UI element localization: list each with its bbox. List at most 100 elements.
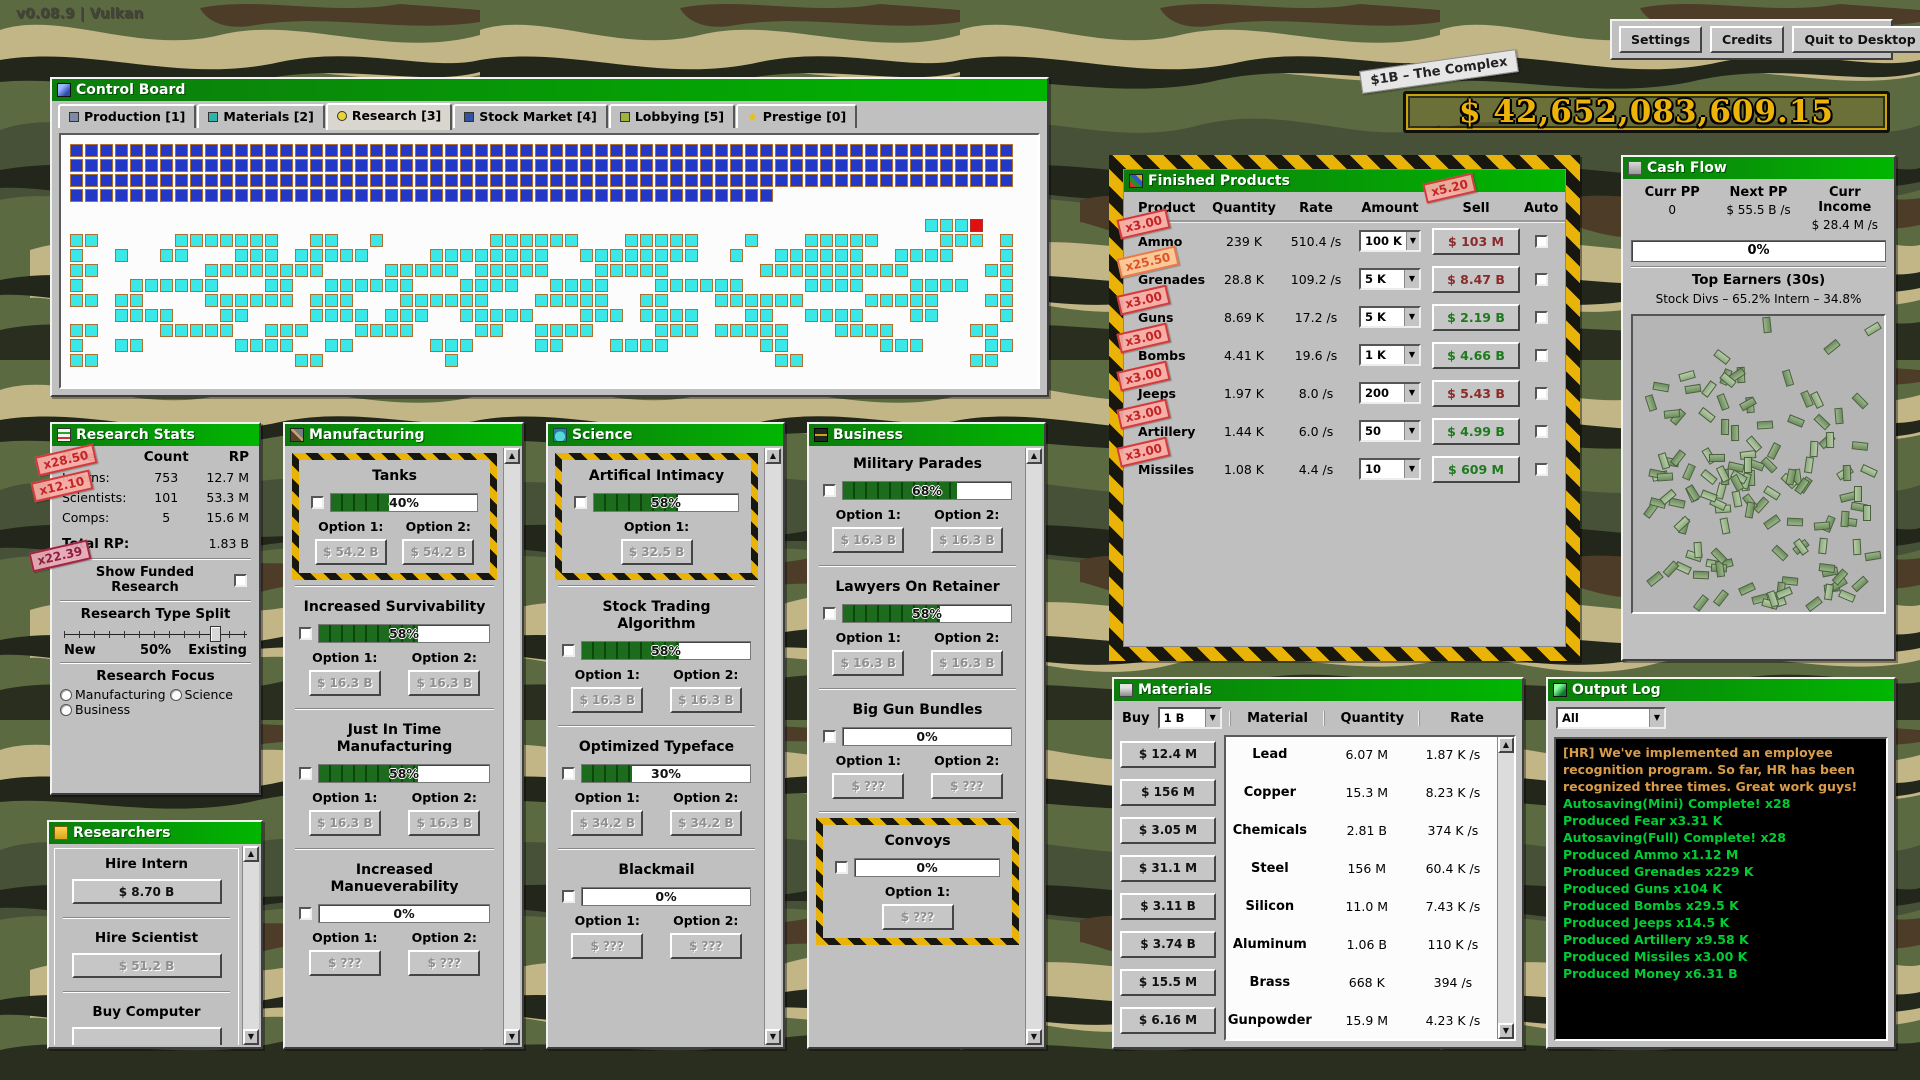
science-titlebar[interactable]: Science: [548, 424, 783, 446]
scroll-up-icon[interactable]: ▲: [1498, 737, 1514, 753]
auto-sell-checkbox[interactable]: [1534, 310, 1548, 324]
sell-amount-dropdown[interactable]: 100 K ▼: [1359, 230, 1421, 252]
research-fund-checkbox[interactable]: [823, 607, 836, 620]
tab-materials-2[interactable]: Materials [2]: [197, 104, 325, 128]
scroll-down-icon[interactable]: ▼: [1026, 1029, 1042, 1045]
research-fund-checkbox[interactable]: [299, 907, 312, 920]
hire-intern-button[interactable]: $ 8.70 B: [71, 879, 222, 904]
research-buy-button[interactable]: $ 16.3 B: [832, 527, 905, 553]
scroll-down-icon[interactable]: ▼: [1498, 1023, 1514, 1039]
buy-computer-button[interactable]: [71, 1027, 222, 1045]
buy-gunpowder-button[interactable]: $ 6.16 M: [1120, 1006, 1216, 1034]
research-buy-button[interactable]: $ 16.3 B: [308, 670, 381, 696]
show-funded-checkbox[interactable]: [234, 573, 247, 587]
output-log-titlebar[interactable]: Output Log: [1548, 679, 1894, 701]
research-buy-button[interactable]: $ 16.3 B: [308, 810, 381, 836]
control-board-titlebar[interactable]: Control Board: [52, 79, 1047, 101]
settings-button[interactable]: Settings: [1619, 26, 1703, 53]
research-fund-checkbox[interactable]: [574, 496, 587, 509]
buy-aluminum-button[interactable]: $ 3.74 B: [1120, 930, 1216, 958]
research-buy-button[interactable]: $ ???: [571, 933, 644, 959]
research-fund-checkbox[interactable]: [835, 861, 848, 874]
auto-sell-checkbox[interactable]: [1534, 424, 1548, 438]
focus-option-manufacturing[interactable]: Manufacturing: [60, 687, 166, 702]
research-fund-checkbox[interactable]: [299, 767, 312, 780]
research-buy-button[interactable]: $ ???: [832, 773, 905, 799]
research-buy-button[interactable]: $ 16.3 B: [669, 687, 742, 713]
sell-button[interactable]: $ 2.19 B: [1432, 303, 1520, 331]
scroll-up-icon[interactable]: ▲: [243, 846, 259, 862]
chevron-down-icon[interactable]: ▼: [1649, 709, 1664, 727]
focus-option-science[interactable]: Science: [169, 687, 233, 702]
sell-button[interactable]: $ 4.66 B: [1432, 341, 1520, 369]
credits-button[interactable]: Credits: [1710, 26, 1785, 53]
research-buy-button[interactable]: $ 34.2 B: [571, 810, 644, 836]
research-stats-titlebar[interactable]: Research Stats: [52, 424, 259, 446]
researchers-titlebar[interactable]: Researchers: [49, 822, 261, 844]
buy-steel-button[interactable]: $ 31.1 M: [1120, 854, 1216, 882]
tab-research-3[interactable]: Research [3]: [325, 103, 453, 130]
auto-sell-checkbox[interactable]: [1534, 272, 1548, 286]
research-buy-button[interactable]: $ ???: [408, 950, 481, 976]
chevron-down-icon[interactable]: ▼: [1404, 422, 1419, 440]
scroll-down-icon[interactable]: ▼: [504, 1029, 520, 1045]
quit-to-desktop-button[interactable]: Quit to Desktop: [1792, 26, 1920, 53]
business-titlebar[interactable]: Business: [809, 424, 1044, 446]
research-split-slider[interactable]: [64, 625, 247, 643]
research-buy-button[interactable]: $ 16.3 B: [571, 687, 644, 713]
scroll-up-icon[interactable]: ▲: [504, 448, 520, 464]
scroll-up-icon[interactable]: ▲: [1026, 448, 1042, 464]
research-buy-button[interactable]: $ ???: [881, 904, 954, 930]
buy-lead-button[interactable]: $ 12.4 M: [1120, 740, 1216, 768]
radio-icon[interactable]: [60, 703, 72, 716]
research-buy-button[interactable]: $ 16.3 B: [930, 527, 1003, 553]
auto-sell-checkbox[interactable]: [1534, 234, 1548, 248]
auto-sell-checkbox[interactable]: [1534, 386, 1548, 400]
scrollbar[interactable]: ▲ ▼: [503, 448, 520, 1045]
cash-flow-titlebar[interactable]: Cash Flow: [1623, 157, 1894, 179]
sell-button[interactable]: $ 8.47 B: [1432, 265, 1520, 293]
research-buy-button[interactable]: $ 16.3 B: [930, 650, 1003, 676]
chevron-down-icon[interactable]: ▼: [1204, 709, 1220, 727]
sell-button[interactable]: $ 5.43 B: [1432, 379, 1520, 407]
sell-amount-dropdown[interactable]: 50 ▼: [1359, 420, 1421, 442]
chevron-down-icon[interactable]: ▼: [1404, 460, 1419, 478]
scroll-down-icon[interactable]: ▼: [243, 1029, 259, 1045]
research-buy-button[interactable]: $ 32.5 B: [620, 539, 693, 565]
research-fund-checkbox[interactable]: [823, 730, 836, 743]
research-buy-button[interactable]: $ 54.2 B: [402, 539, 475, 565]
tab-stock-market-4[interactable]: Stock Market [4]: [453, 104, 608, 128]
research-buy-button[interactable]: $ 16.3 B: [408, 670, 481, 696]
sell-button[interactable]: $ 103 M: [1432, 227, 1520, 255]
auto-sell-checkbox[interactable]: [1534, 462, 1548, 476]
research-buy-button[interactable]: $ ???: [669, 933, 742, 959]
research-buy-button[interactable]: $ 54.2 B: [314, 539, 387, 565]
slider-thumb[interactable]: [210, 626, 222, 642]
research-buy-button[interactable]: $ ???: [930, 773, 1003, 799]
research-fund-checkbox[interactable]: [823, 484, 836, 497]
research-buy-button[interactable]: $ 34.2 B: [669, 810, 742, 836]
buy-copper-button[interactable]: $ 156 M: [1120, 778, 1216, 806]
buy-brass-button[interactable]: $ 15.5 M: [1120, 968, 1216, 996]
radio-icon[interactable]: [60, 688, 72, 701]
scrollbar[interactable]: ▲ ▼: [1497, 737, 1514, 1039]
tab-lobbying-5[interactable]: Lobbying [5]: [608, 104, 736, 128]
buy-silicon-button[interactable]: $ 3.11 B: [1120, 892, 1216, 920]
sell-amount-dropdown[interactable]: 200 ▼: [1359, 382, 1421, 404]
research-buy-button[interactable]: $ 16.3 B: [408, 810, 481, 836]
buy-amount-dropdown[interactable]: 1 B ▼: [1157, 707, 1222, 729]
research-buy-button[interactable]: $ ???: [308, 950, 381, 976]
buy-chemicals-button[interactable]: $ 3.05 M: [1120, 816, 1216, 844]
scroll-up-icon[interactable]: ▲: [765, 448, 781, 464]
chevron-down-icon[interactable]: ▼: [1405, 232, 1419, 250]
sell-amount-dropdown[interactable]: 1 K ▼: [1359, 344, 1421, 366]
chevron-down-icon[interactable]: ▼: [1404, 270, 1419, 288]
chevron-down-icon[interactable]: ▼: [1404, 384, 1419, 402]
scrollbar[interactable]: ▲ ▼: [242, 846, 259, 1045]
chevron-down-icon[interactable]: ▼: [1404, 308, 1419, 326]
tab-prestige-0[interactable]: ★ Prestige [0]: [736, 104, 858, 128]
research-fund-checkbox[interactable]: [299, 627, 312, 640]
research-fund-checkbox[interactable]: [562, 890, 575, 903]
radio-icon[interactable]: [169, 688, 182, 701]
finished-products-titlebar[interactable]: Finished Products: [1124, 170, 1565, 192]
